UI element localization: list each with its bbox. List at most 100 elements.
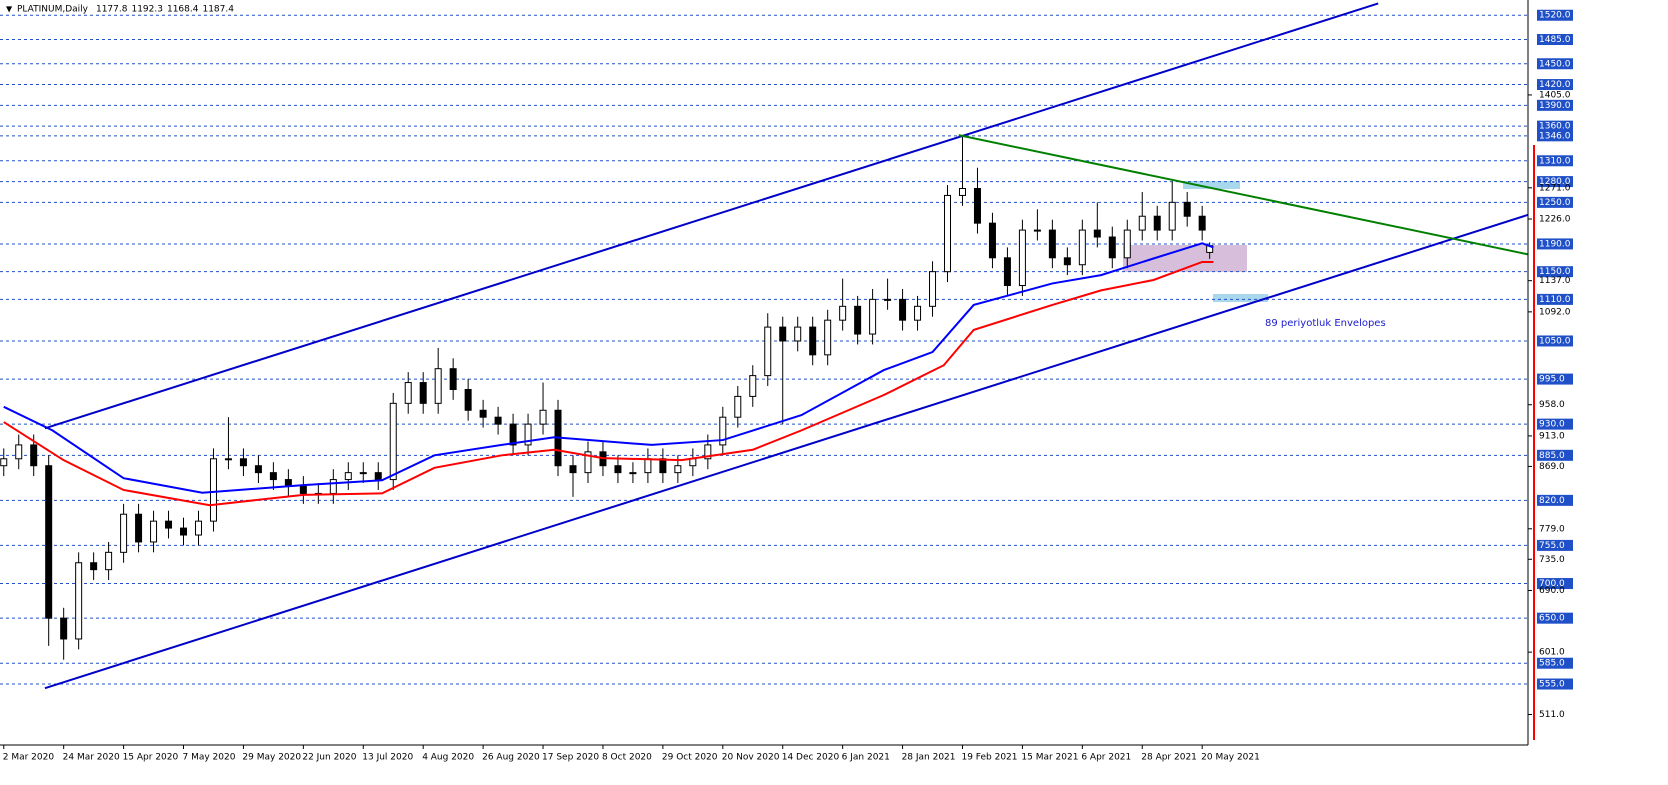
candle-body: [1183, 201, 1191, 217]
candle-body: [1198, 215, 1206, 231]
level-label-box: [1537, 79, 1573, 91]
annotation: 89 periyotluk Envelopes: [1265, 318, 1386, 329]
candle-body: [60, 617, 68, 640]
candle-body: [224, 458, 232, 461]
candle-body: [1108, 236, 1116, 259]
candle-body: [1048, 229, 1056, 259]
x-tick-label: 8 Oct 2020: [602, 753, 652, 763]
x-tick-label: 2 Mar 2020: [3, 753, 55, 763]
candle-body: [464, 388, 472, 411]
candle-body: [1168, 201, 1176, 231]
y-tick-label: 1405.0: [1539, 90, 1571, 100]
level-label: 1050.0: [1539, 336, 1571, 346]
candle-body: [1078, 229, 1086, 266]
candle-body: [479, 409, 487, 418]
overlay-line: [44, 213, 1529, 690]
x-tick-label: 17 Sep 2020: [542, 753, 599, 763]
level-label-box: [1537, 418, 1573, 430]
candle-body: [404, 382, 412, 404]
ohlc-value: 1192.3: [131, 5, 163, 15]
level-label-box: [1537, 335, 1573, 347]
candle-body: [674, 465, 682, 474]
candle-body: [929, 271, 937, 307]
candle-body: [988, 222, 996, 259]
y-tick-label: 1137.0: [1539, 276, 1571, 286]
y-tick-label: 601.0: [1539, 648, 1565, 658]
level-label-box: [1537, 120, 1573, 132]
candle-body: [1153, 215, 1161, 231]
candle-body: [0, 458, 8, 467]
level-label-box: [1537, 238, 1573, 250]
level-label-box: [1537, 9, 1573, 21]
grid: [0, 14, 1528, 685]
candle-body: [764, 326, 772, 377]
level-label: 1150.0: [1539, 267, 1571, 277]
candle-body: [734, 395, 742, 418]
level-label-box: [1537, 373, 1573, 385]
level-label: 995.0: [1539, 375, 1565, 385]
y-tick-label: 1271.0: [1539, 183, 1571, 193]
x-tick-label: 28 Jan 2021: [902, 753, 956, 763]
level-label-box: [1537, 539, 1573, 551]
level-label: 930.0: [1539, 420, 1565, 430]
candle-body: [569, 465, 577, 474]
overlay-line: [958, 134, 1529, 256]
candle-body: [958, 188, 966, 196]
candle-body: [973, 188, 981, 224]
level-label: 1420.0: [1539, 80, 1571, 90]
y-tick-label: 1092.0: [1539, 307, 1571, 317]
x-tick-label: 15 Apr 2020: [123, 753, 179, 763]
x-tick-label: 29 Oct 2020: [662, 753, 718, 763]
level-label: 555.0: [1539, 680, 1565, 690]
x-tick-label: 6 Apr 2021: [1081, 753, 1131, 763]
overlay-line: [3, 260, 1214, 507]
candle-body: [704, 444, 712, 460]
candle-body: [1093, 229, 1101, 238]
level-label-box: [1537, 612, 1573, 624]
candle-body: [359, 472, 367, 475]
candle-body: [254, 465, 262, 474]
candle-body: [45, 465, 53, 619]
y-tick-label: 511.0: [1539, 710, 1565, 720]
candle-body: [839, 305, 847, 321]
candle-body: [329, 479, 337, 494]
axes: 1520.0 1485.0 1450.0 1420.0 1390.0 1360.01346…: [3, 9, 1573, 763]
candle-body: [15, 444, 23, 460]
candle-body: [869, 298, 877, 335]
overlay-line: [3, 242, 1214, 494]
candle-body: [434, 368, 442, 404]
candle-body: [269, 472, 277, 481]
level-label-box: [1537, 99, 1573, 111]
level-label: 1110.0: [1539, 295, 1571, 305]
candle-body: [120, 513, 128, 553]
ohlc-value: 1187.4: [202, 5, 234, 15]
x-tick-label: 7 May 2020: [183, 753, 236, 763]
level-label-box: [1537, 176, 1573, 188]
plot: [0, 2, 1529, 690]
x-tick-label: 20 Nov 2020: [722, 753, 780, 763]
level-label-box: [1537, 293, 1573, 305]
x-tick-label: 26 Aug 2020: [482, 753, 540, 763]
level-label-box: [1537, 494, 1573, 506]
candle-body: [239, 458, 247, 467]
candle-body: [539, 409, 547, 425]
y-tick-label: 779.0: [1539, 524, 1565, 534]
candle-body: [749, 375, 757, 397]
candle-body: [719, 416, 727, 446]
level-label: 1250.0: [1539, 198, 1571, 208]
level-label-box: [1537, 34, 1573, 46]
level-label-box: [1537, 449, 1573, 461]
candle-body: [180, 527, 188, 536]
candle-body: [299, 486, 307, 494]
candle-body: [494, 416, 502, 425]
candle-body: [90, 562, 98, 571]
menu-arrow: ▼: [6, 5, 13, 14]
candle-body: [899, 298, 907, 321]
level-label-box: [1537, 196, 1573, 208]
level-label: 885.0: [1539, 451, 1565, 461]
zone-box: [1213, 294, 1268, 302]
level-label-box: [1537, 578, 1573, 590]
level-label-box: [1537, 678, 1573, 690]
level-label-box: [1537, 155, 1573, 167]
